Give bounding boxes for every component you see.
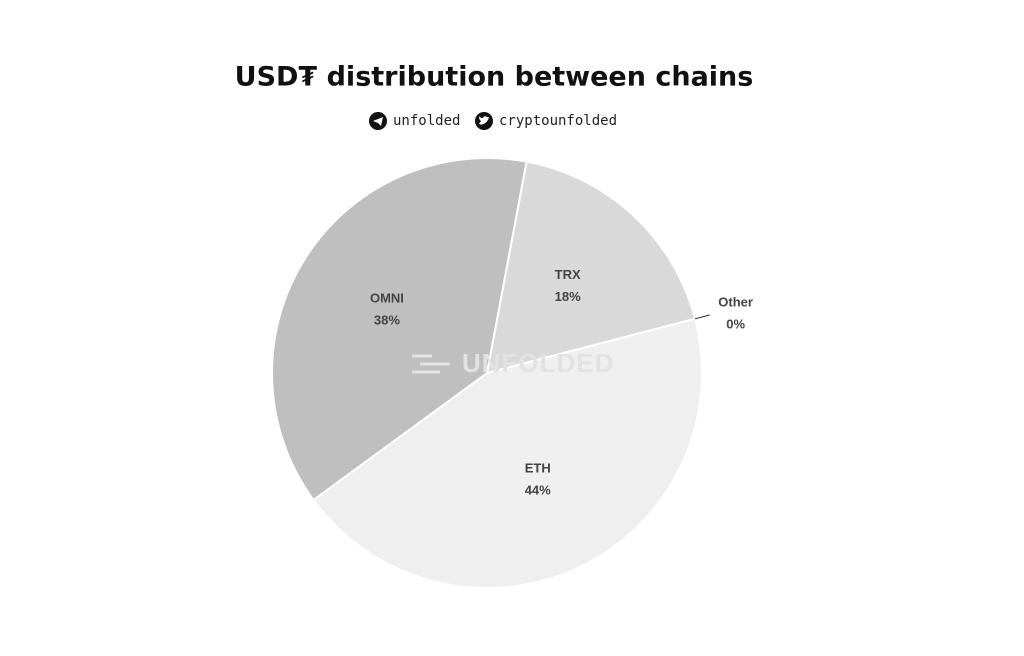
slice-value: 44% [525,482,551,497]
subtitle: unfolded cryptounfolded [369,112,617,130]
pie-slice [271,157,528,502]
telegram-handle: unfolded [393,113,460,129]
pie [271,157,703,589]
watermark: UNFOLDED [412,348,614,378]
pie-slice [485,160,697,375]
twitter-handle: cryptounfolded [499,113,617,129]
slice-label: Other [718,294,753,309]
slice-label: OMNI [370,290,404,305]
slice-value: 18% [555,289,581,304]
leader-line [694,314,710,320]
telegram-glyph [373,117,383,126]
slice-value: 0% [726,316,745,331]
pie-slice [312,317,703,589]
watermark-text: UNFOLDED [462,348,614,378]
slice-label: ETH [525,460,551,475]
chart-title: USD₮ distribution between chains [235,62,754,93]
slice-label: TRX [555,267,581,282]
twitter-glyph [479,116,489,125]
slice-value: 38% [374,312,400,327]
